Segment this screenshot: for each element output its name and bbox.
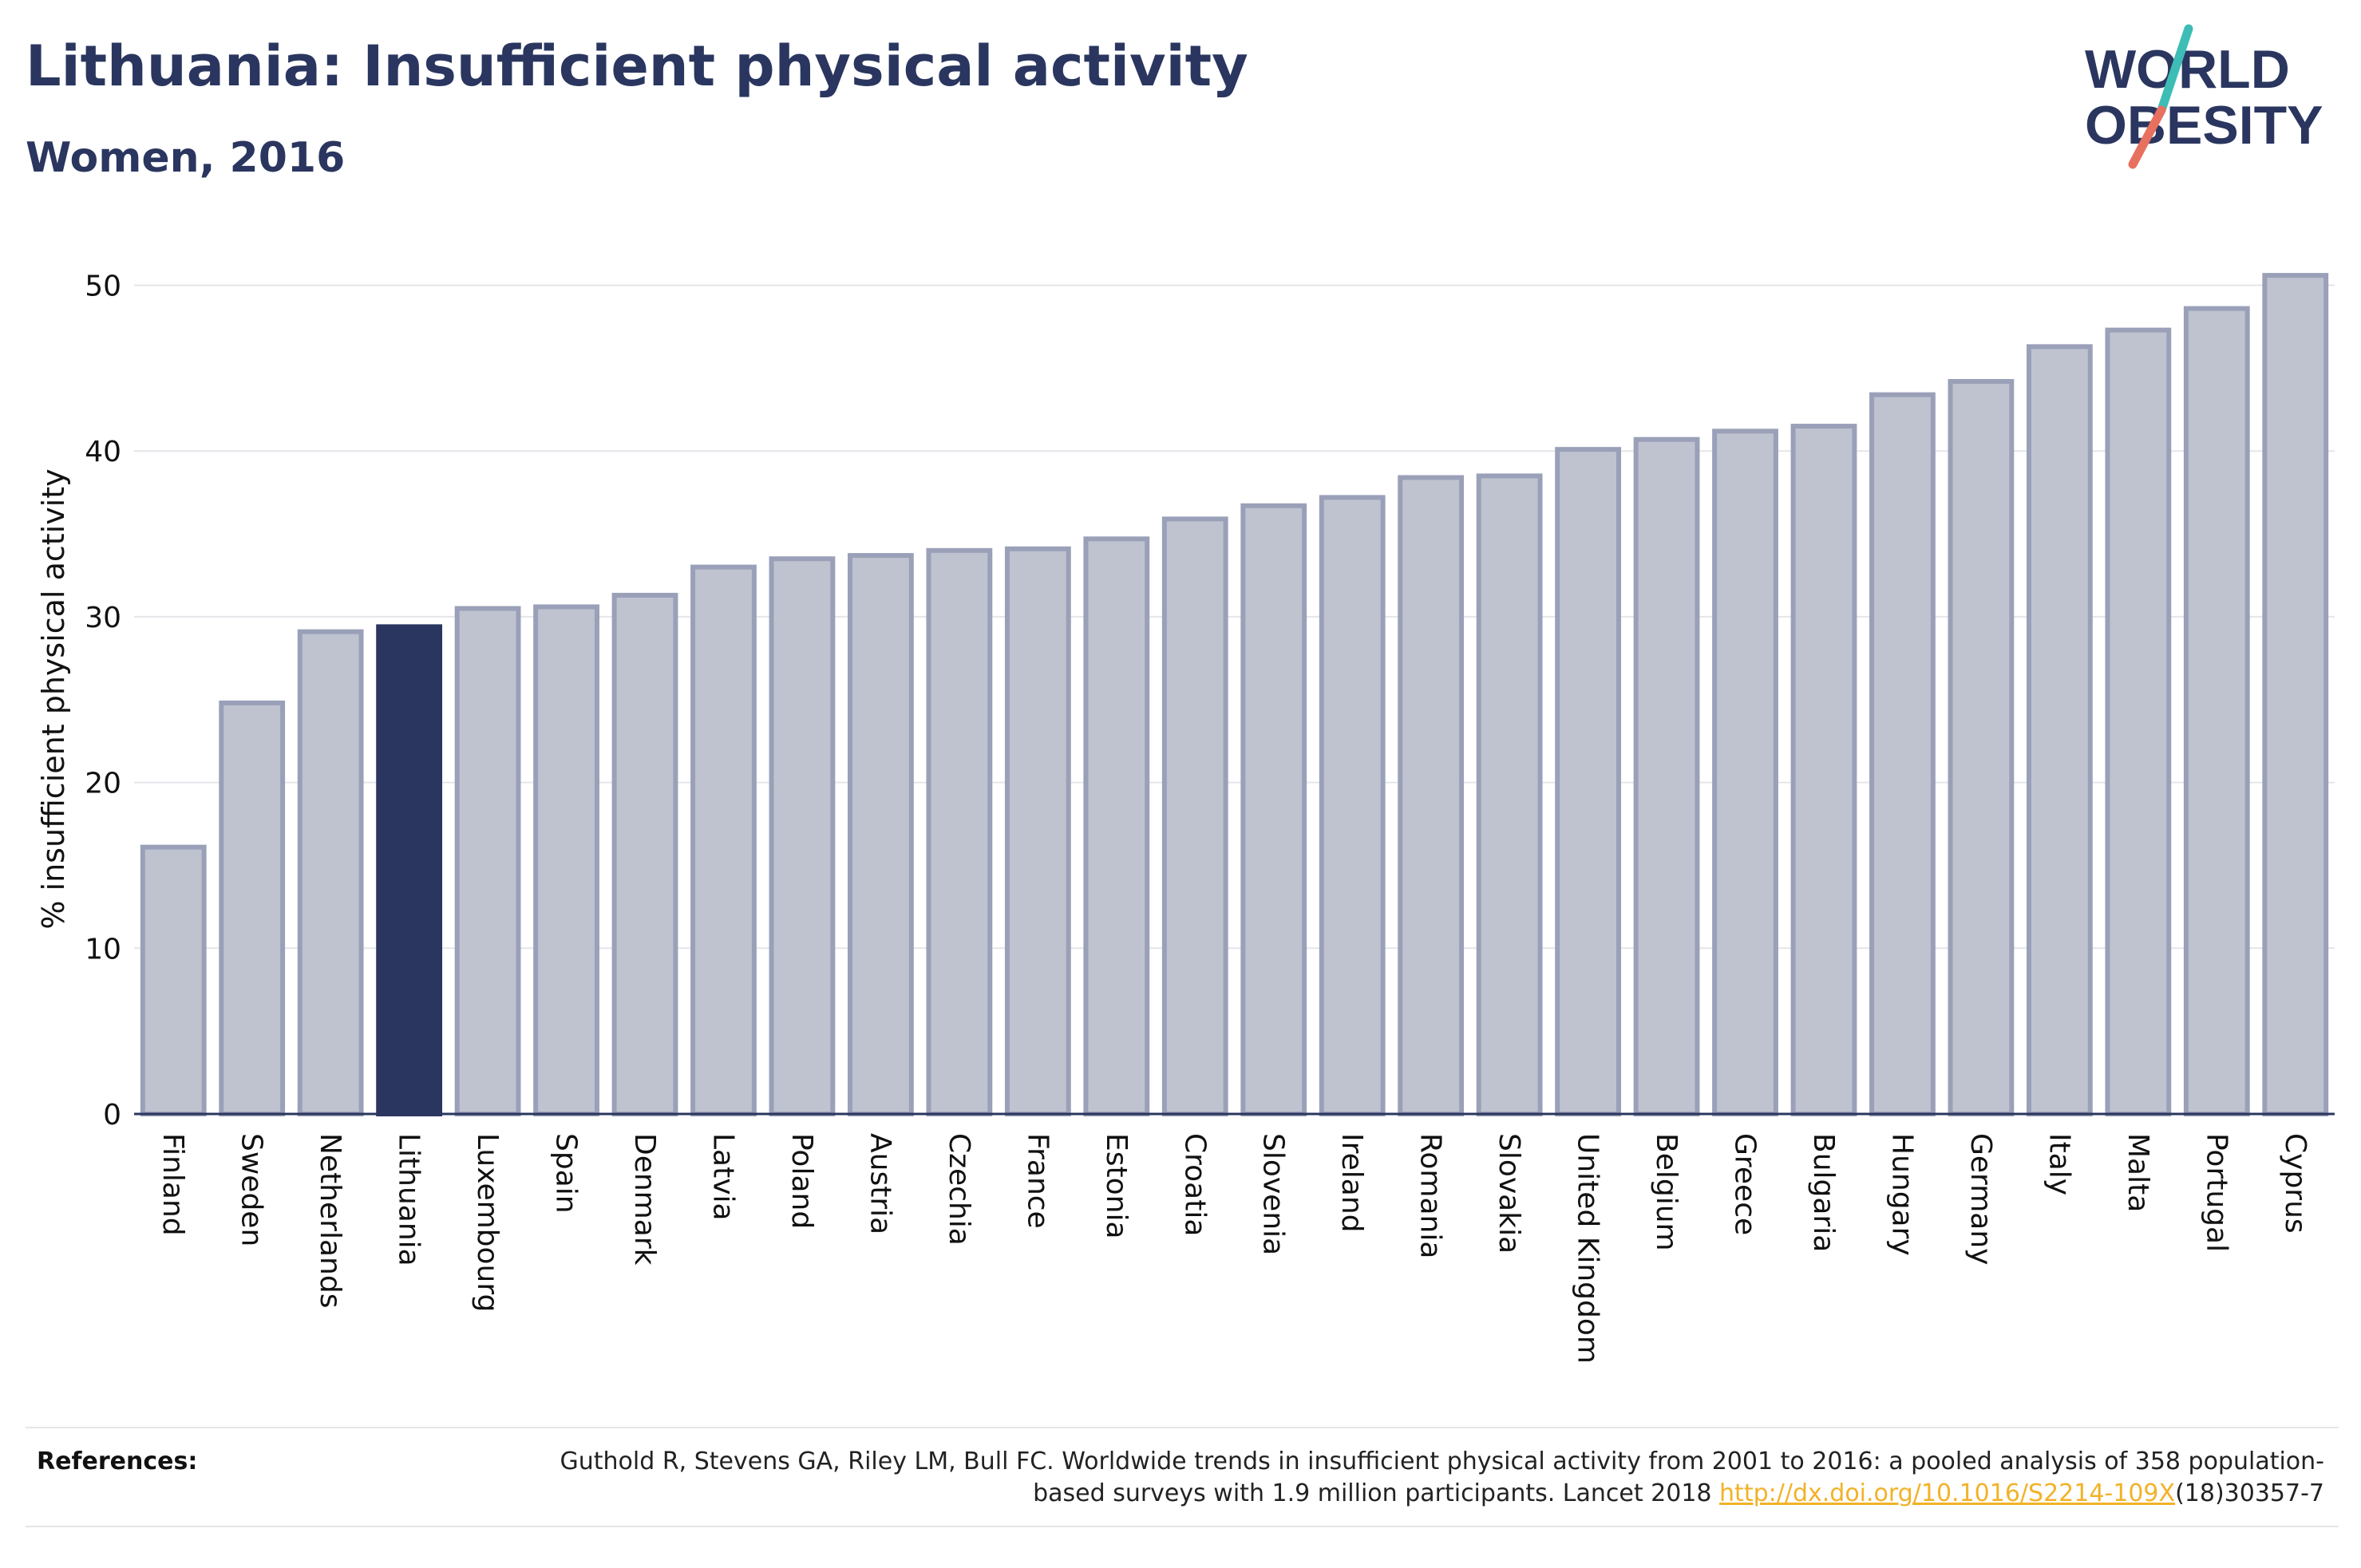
bar-greece [1712, 429, 1778, 1116]
x-axis-labels: Finland Sweden Netherlands Lithuania Luxembo… [156, 1133, 2312, 1364]
bar-cyprus [2262, 273, 2329, 1117]
x-tick-label: Latvia [706, 1133, 739, 1221]
logo-text-obesity: OBESITY [2085, 95, 2323, 156]
x-tick-label: Bulgaria [1807, 1133, 1840, 1252]
bar-malta [2105, 327, 2172, 1117]
bar-italy [2026, 344, 2093, 1116]
references-bottom-rule [26, 1526, 2339, 1527]
logo-slash-teal [2157, 24, 2193, 115]
x-tick-label: Sweden [235, 1133, 268, 1246]
references-top-rule [26, 1427, 2339, 1428]
bar-latvia [690, 564, 757, 1116]
bars [140, 273, 2329, 1117]
bar-united-kingdom [1555, 447, 1621, 1116]
references-label: References: [37, 1448, 198, 1475]
x-tick-label: Spain [550, 1133, 583, 1214]
y-tick-label: 0 [103, 1099, 121, 1132]
x-tick-label: Malta [2122, 1133, 2154, 1212]
bar-hungary [1869, 392, 1936, 1117]
world-obesity-logo: WORLD OBESITY [2085, 24, 2323, 169]
bar-finland [140, 844, 207, 1116]
y-tick-label: 10 [85, 933, 121, 966]
logo-text-world: WORLD [2085, 39, 2290, 100]
bar-netherlands [297, 629, 364, 1116]
bar-poland [769, 556, 836, 1116]
x-tick-label: Finland [156, 1133, 189, 1236]
x-tick-label: Hungary [1885, 1133, 1918, 1256]
x-tick-label: Cyprus [2279, 1133, 2312, 1234]
x-tick-label: Italy [2043, 1133, 2075, 1195]
bar-estonia [1083, 536, 1150, 1116]
x-tick-label: Lithuania [393, 1133, 425, 1266]
chart-subtitle: Women, 2016 [26, 134, 346, 182]
bar-denmark [611, 592, 678, 1116]
bar-luxembourg [454, 606, 521, 1116]
y-axis-ticks: 0 10 20 30 40 50 [85, 271, 121, 1132]
bar-lithuania [376, 624, 443, 1116]
y-tick-label: 30 [85, 602, 121, 634]
y-tick-label: 20 [85, 768, 121, 800]
x-tick-label: Germany [1964, 1133, 1997, 1265]
x-tick-label: France [1021, 1133, 1054, 1229]
x-tick-label: Austria [864, 1133, 896, 1234]
bar-sweden [219, 700, 286, 1116]
x-tick-label: Croatia [1178, 1133, 1211, 1236]
x-tick-label: Slovenia [1257, 1133, 1290, 1255]
bar-bulgaria [1790, 424, 1857, 1116]
x-tick-label: Greece [1729, 1133, 1762, 1235]
x-tick-label: Czechia [943, 1133, 975, 1246]
bar-romania [1398, 475, 1465, 1116]
bar-ireland [1319, 495, 1386, 1116]
references-text: Guthold R, Stevens GA, Riley LM, Bull FC… [488, 1446, 2324, 1510]
bar-austria [848, 553, 914, 1116]
x-tick-label: Estonia [1100, 1133, 1133, 1239]
x-tick-label: United Kingdom [1572, 1133, 1604, 1364]
bar-slovenia [1240, 503, 1307, 1116]
x-tick-label: Poland [785, 1133, 818, 1229]
y-tick-label: 40 [85, 436, 121, 468]
references-doi-link[interactable]: http://dx.doi.org/10.1016/S2214-109X [1719, 1479, 2176, 1507]
bar-slovakia [1476, 473, 1543, 1116]
bar-belgium [1633, 436, 1700, 1116]
x-tick-label: Ireland [1335, 1133, 1368, 1233]
bar-chart: 0 10 20 30 40 50 Finland Sweden Netherlands Lith… [36, 271, 2335, 1364]
bar-portugal [2183, 306, 2250, 1117]
bar-croatia [1161, 516, 1228, 1116]
x-tick-label: Netherlands [314, 1133, 346, 1308]
x-tick-label: Denmark [628, 1133, 661, 1266]
bar-czechia [926, 547, 993, 1116]
chart-title: Lithuania: Insufficient physical activit… [26, 34, 1248, 99]
x-tick-label: Luxembourg [471, 1133, 504, 1312]
x-tick-label: Romania [1414, 1133, 1447, 1258]
y-tick-label: 50 [85, 271, 121, 303]
bar-germany [1948, 379, 2015, 1116]
bar-spain [533, 604, 599, 1116]
logo-slash-red [2128, 105, 2166, 169]
x-tick-label: Portugal [2200, 1133, 2232, 1252]
references-citation-suffix: (18)30357-7 [2175, 1479, 2324, 1507]
y-axis-label: % insufficient physical activity [36, 468, 71, 929]
references-citation: Guthold R, Stevens GA, Riley LM, Bull FC… [560, 1448, 2324, 1507]
x-tick-label: Slovakia [1493, 1133, 1525, 1254]
bar-france [1004, 546, 1071, 1116]
x-tick-label: Belgium [1650, 1133, 1683, 1251]
